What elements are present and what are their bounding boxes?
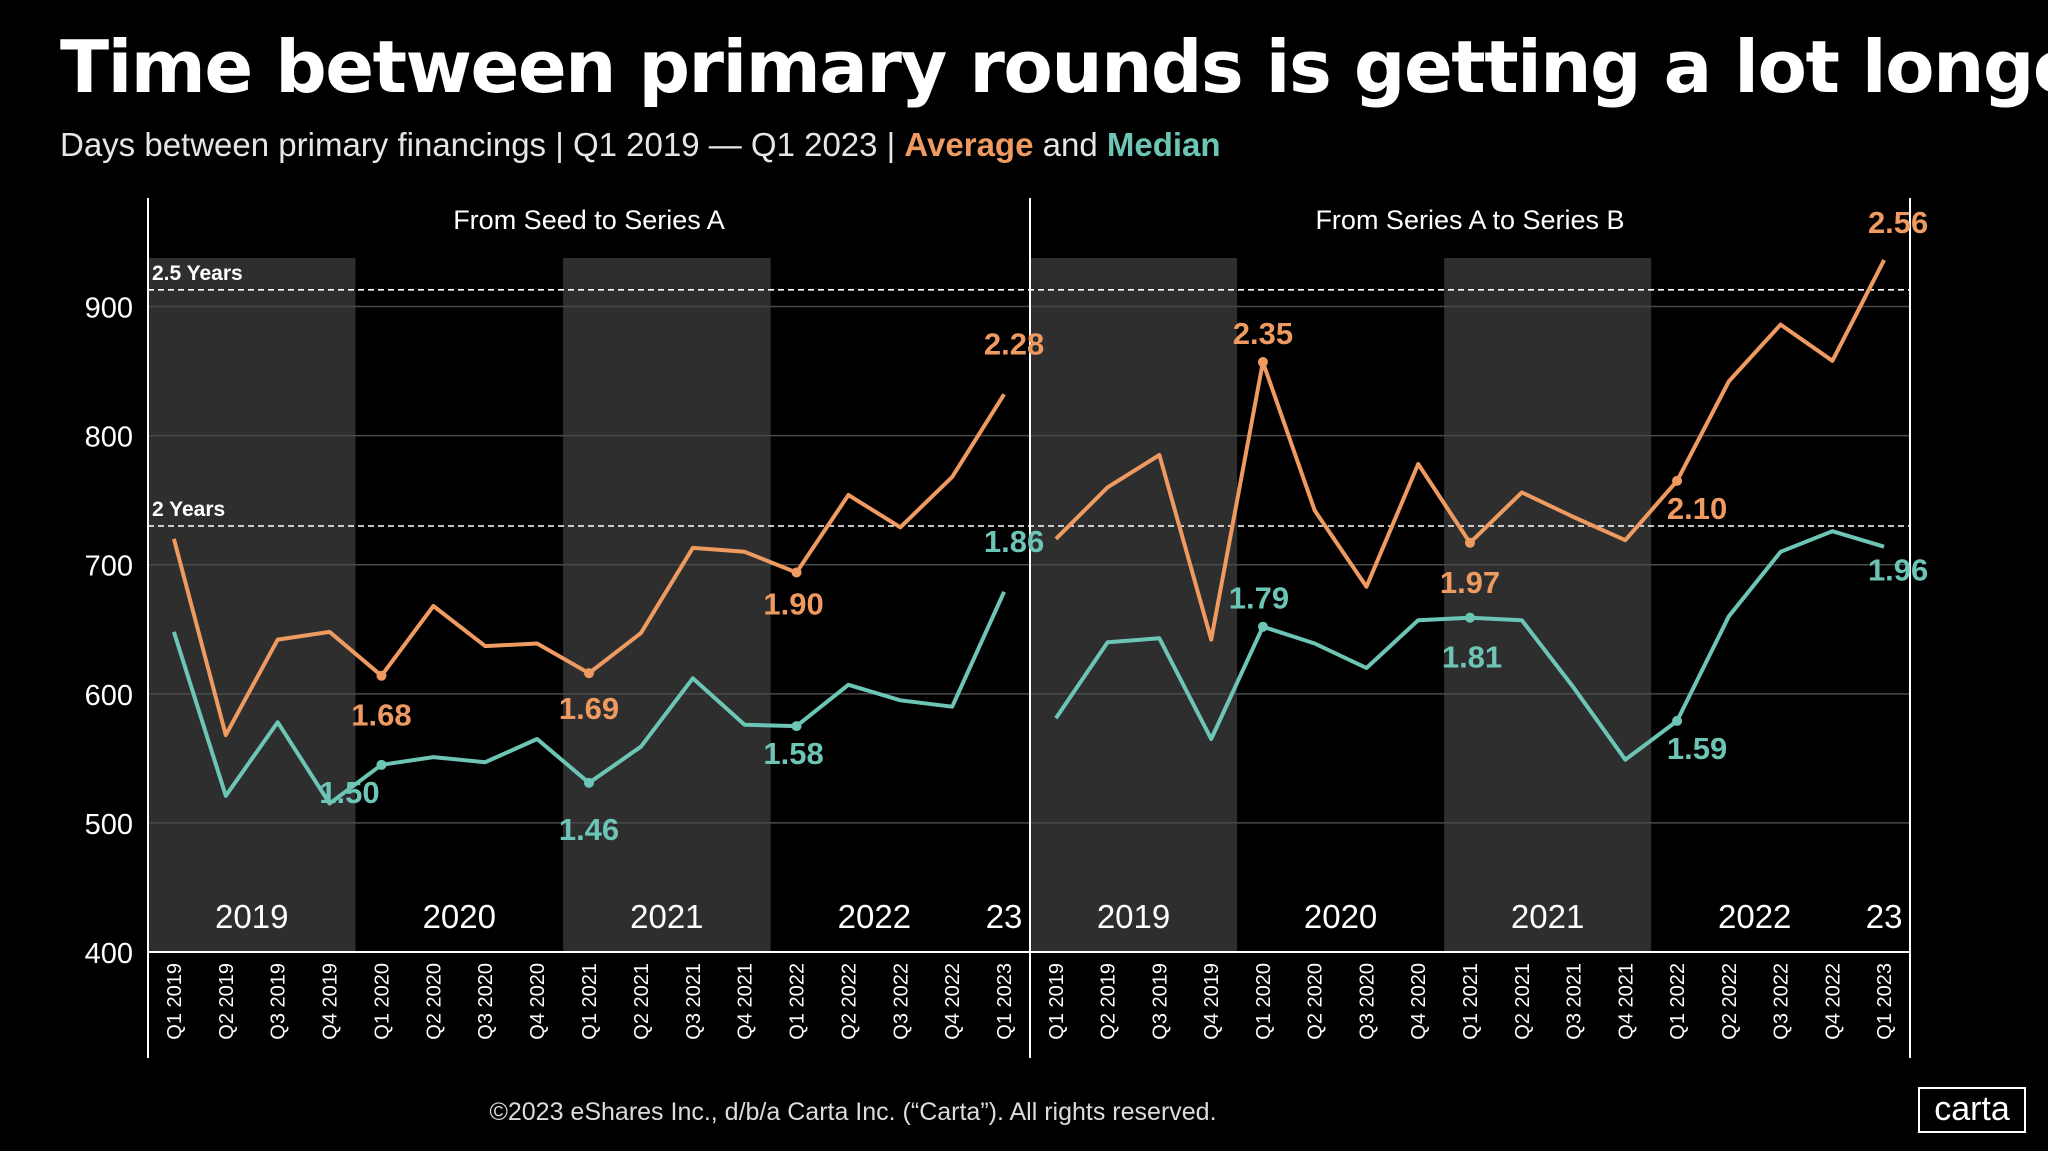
x-tick-label: Q2 2019 xyxy=(1098,963,1120,1040)
year-band-2-2 xyxy=(1444,258,1652,952)
data-label-median: 1.79 xyxy=(1229,581,1289,616)
x-tick-label: Q1 2019 xyxy=(164,963,186,1040)
panel-title: From Series A to Series B xyxy=(1315,205,1624,235)
reference-label: 2.5 Years xyxy=(152,262,243,285)
y-tick-label: 400 xyxy=(85,938,133,970)
year-label: 23 xyxy=(1866,898,1903,935)
y-tick-label: 900 xyxy=(85,293,133,325)
x-tick-label: Q3 2020 xyxy=(1356,963,1378,1040)
legend-average: Average xyxy=(904,126,1034,163)
subtitle: Days between primary financings | Q1 201… xyxy=(60,126,1221,164)
data-point-median xyxy=(584,777,594,788)
x-tick-label: Q4 2022 xyxy=(1822,963,1844,1040)
year-label: 23 xyxy=(986,898,1023,935)
panel-title: From Seed to Series A xyxy=(453,205,725,235)
data-point-average xyxy=(376,670,387,681)
reference-label: 2 Years xyxy=(152,498,225,521)
data-label-median: 1.81 xyxy=(1442,640,1502,675)
footer-copyright: ©2023 eShares Inc., d/b/a Carta Inc. (“C… xyxy=(489,1098,1217,1126)
year-band-1-1 xyxy=(148,258,356,952)
data-label-average: 1.90 xyxy=(763,586,823,621)
data-point-average xyxy=(584,668,594,679)
x-tick-label: Q4 2019 xyxy=(320,963,342,1040)
x-tick-label: Q1 2021 xyxy=(579,963,601,1040)
x-tick-label: Q2 2020 xyxy=(423,963,445,1040)
data-label-average: 2.28 xyxy=(984,326,1044,361)
x-tick-label: Q1 2023 xyxy=(994,963,1016,1040)
x-tick-label: Q4 2019 xyxy=(1201,963,1223,1040)
data-label-median: 1.58 xyxy=(763,736,823,771)
x-tick-label: Q3 2022 xyxy=(890,963,912,1040)
year-label: 2020 xyxy=(423,898,496,935)
x-tick-label: Q1 2022 xyxy=(1667,963,1689,1040)
x-tick-label: Q1 2019 xyxy=(1046,963,1068,1040)
x-tick-label: Q1 2021 xyxy=(1460,963,1482,1040)
x-tick-label: Q3 2019 xyxy=(268,963,290,1040)
x-tick-label: Q1 2020 xyxy=(371,963,393,1040)
x-tick-label: Q4 2020 xyxy=(527,963,549,1040)
data-label-median: 1.86 xyxy=(984,524,1044,559)
y-tick-label: 500 xyxy=(85,809,133,841)
x-tick-label: Q2 2022 xyxy=(838,963,860,1040)
data-label-median: 1.46 xyxy=(559,812,619,847)
data-label-median: 1.59 xyxy=(1667,731,1727,766)
data-label-median: 1.50 xyxy=(319,775,379,810)
data-point-average xyxy=(791,567,802,578)
x-tick-label: Q4 2021 xyxy=(735,963,757,1040)
data-label-average: 1.68 xyxy=(351,698,411,733)
year-label: 2020 xyxy=(1304,898,1377,935)
x-tick-label: Q4 2022 xyxy=(942,963,964,1040)
y-tick-label: 600 xyxy=(85,680,133,712)
x-tick-label: Q2 2019 xyxy=(216,963,238,1040)
y-tick-label: 700 xyxy=(85,551,133,583)
data-point-average xyxy=(1465,537,1475,548)
data-point-median xyxy=(1672,715,1683,726)
year-label: 2022 xyxy=(1718,898,1791,935)
x-tick-label: Q1 2020 xyxy=(1253,963,1275,1040)
page-title: Time between primary rounds is getting a… xyxy=(60,25,2048,109)
data-point-average xyxy=(1672,475,1683,486)
x-tick-label: Q4 2021 xyxy=(1615,963,1637,1040)
legend-median: Median xyxy=(1106,126,1221,163)
data-label-average: 2.10 xyxy=(1667,491,1727,526)
data-point-average xyxy=(1257,357,1268,368)
subtitle-text: Days between primary financings | Q1 201… xyxy=(60,126,905,163)
x-tick-label: Q2 2021 xyxy=(631,963,653,1040)
year-label: 2019 xyxy=(1097,898,1170,935)
y-tick-label: 800 xyxy=(85,422,133,454)
x-tick-label: Q1 2023 xyxy=(1874,963,1896,1040)
year-band-2-1 xyxy=(1030,258,1238,952)
data-label-average: 1.97 xyxy=(1440,565,1500,600)
x-tick-label: Q2 2022 xyxy=(1719,963,1741,1040)
subtitle-and: and xyxy=(1033,126,1107,163)
data-point-median xyxy=(1465,612,1475,623)
x-tick-label: Q2 2020 xyxy=(1305,963,1327,1040)
data-label-average: 2.56 xyxy=(1868,205,1928,240)
data-point-median xyxy=(376,759,387,770)
x-tick-label: Q3 2019 xyxy=(1149,963,1171,1040)
year-label: 2021 xyxy=(1511,898,1584,935)
year-label: 2021 xyxy=(630,898,703,935)
x-tick-label: Q3 2021 xyxy=(1564,963,1586,1040)
year-label: 2019 xyxy=(215,898,288,935)
x-tick-label: Q2 2021 xyxy=(1512,963,1534,1040)
x-tick-label: Q3 2022 xyxy=(1771,963,1793,1040)
year-band-1-2 xyxy=(563,258,771,952)
carta-logo: carta xyxy=(1918,1087,2026,1133)
x-tick-label: Q4 2020 xyxy=(1408,963,1430,1040)
data-label-average: 2.35 xyxy=(1233,316,1293,351)
data-label-median: 1.96 xyxy=(1868,553,1928,588)
x-tick-label: Q1 2022 xyxy=(787,963,809,1040)
data-point-median xyxy=(1257,621,1268,632)
data-label-average: 1.69 xyxy=(559,691,619,726)
year-label: 2022 xyxy=(838,898,911,935)
data-point-median xyxy=(791,721,802,732)
x-tick-label: Q3 2021 xyxy=(683,963,705,1040)
x-tick-label: Q3 2020 xyxy=(475,963,497,1040)
